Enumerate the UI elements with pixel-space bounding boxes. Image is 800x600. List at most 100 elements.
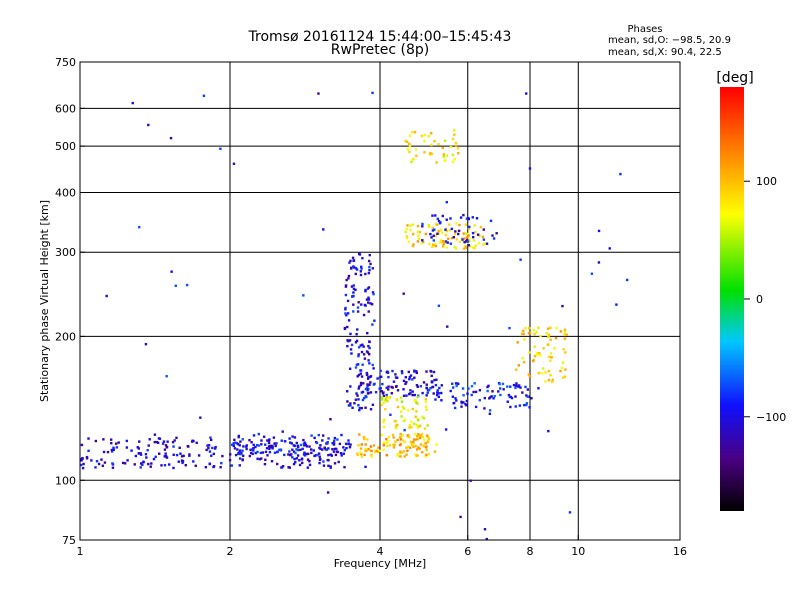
data-point [117, 441, 120, 444]
data-point [364, 272, 367, 276]
data-point [206, 444, 209, 447]
data-point [321, 439, 324, 442]
data-point [547, 343, 550, 346]
data-point [433, 378, 436, 382]
data-point [172, 466, 175, 470]
data-point [345, 313, 348, 317]
data-point [300, 458, 304, 461]
data-point [363, 396, 366, 400]
data-point [411, 407, 414, 411]
data-point [445, 154, 449, 157]
data-point [405, 381, 408, 384]
data-point [467, 227, 471, 230]
data-point [258, 457, 262, 461]
data-point [401, 405, 405, 409]
data-point [563, 375, 567, 378]
data-point [544, 380, 547, 383]
data-point [516, 341, 519, 344]
data-point [340, 454, 343, 457]
data-point [413, 433, 417, 436]
data-point [608, 247, 611, 250]
data-point [303, 451, 306, 454]
data-point [473, 224, 476, 227]
data-point [349, 385, 352, 388]
data-point [467, 216, 470, 220]
data-point [486, 389, 489, 393]
data-point [514, 395, 517, 398]
data-point [314, 454, 318, 457]
data-point [416, 434, 419, 438]
data-point [528, 375, 532, 378]
data-point [448, 229, 452, 232]
data-point [367, 301, 370, 304]
data-point [237, 434, 241, 438]
data-point [367, 271, 371, 275]
data-point [329, 465, 332, 468]
data-point [404, 382, 407, 386]
y-tick-label: 75 [62, 534, 76, 547]
data-point [413, 376, 416, 379]
data-point [207, 444, 211, 447]
data-point [291, 435, 294, 438]
data-point [369, 445, 373, 448]
data-point [236, 448, 239, 451]
data-point [94, 439, 98, 443]
data-point [305, 445, 309, 448]
data-point [414, 148, 418, 151]
data-point [302, 453, 306, 456]
data-point [408, 446, 412, 449]
data-point [371, 267, 375, 270]
data-point [395, 398, 398, 402]
data-point [453, 157, 457, 161]
data-point [471, 216, 474, 219]
data-point [172, 453, 175, 456]
data-point [408, 150, 411, 154]
data-point [445, 218, 448, 221]
data-point [418, 436, 422, 440]
data-point [130, 449, 133, 452]
data-point [549, 373, 552, 377]
data-point [478, 234, 481, 237]
data-point [360, 406, 363, 410]
data-point [563, 332, 566, 336]
data-point [520, 332, 524, 336]
data-point [418, 447, 421, 450]
data-point [346, 299, 350, 303]
data-point [344, 442, 348, 446]
data-point [464, 245, 467, 248]
data-point [274, 442, 277, 445]
data-point [382, 425, 386, 429]
data-point [421, 435, 425, 439]
data-point [471, 235, 475, 239]
data-point [415, 401, 418, 404]
data-point [437, 142, 440, 146]
data-point [302, 294, 305, 297]
data-point [347, 439, 350, 442]
data-point [432, 243, 435, 246]
data-point [396, 389, 400, 392]
data-point [301, 447, 304, 451]
data-point [483, 242, 486, 245]
data-point [368, 375, 372, 379]
data-point [263, 462, 267, 466]
data-point [363, 437, 366, 441]
data-point [160, 464, 163, 467]
data-point [271, 447, 274, 450]
data-point [386, 399, 389, 403]
colorbar-tick-label: −100 [756, 411, 786, 424]
data-point [421, 225, 424, 228]
data-point [403, 440, 406, 444]
chart-title: Tromsø 20161124 15:44:00–15:45:43 [248, 29, 512, 45]
data-point [396, 405, 400, 409]
data-point [437, 304, 441, 307]
data-point [474, 390, 478, 394]
data-point [355, 332, 358, 336]
data-point [157, 452, 161, 455]
data-point [546, 327, 550, 330]
data-point [329, 466, 332, 470]
data-point [444, 428, 448, 431]
data-point [301, 461, 304, 465]
data-point [453, 406, 457, 410]
data-point [425, 453, 428, 457]
data-point [544, 371, 547, 374]
